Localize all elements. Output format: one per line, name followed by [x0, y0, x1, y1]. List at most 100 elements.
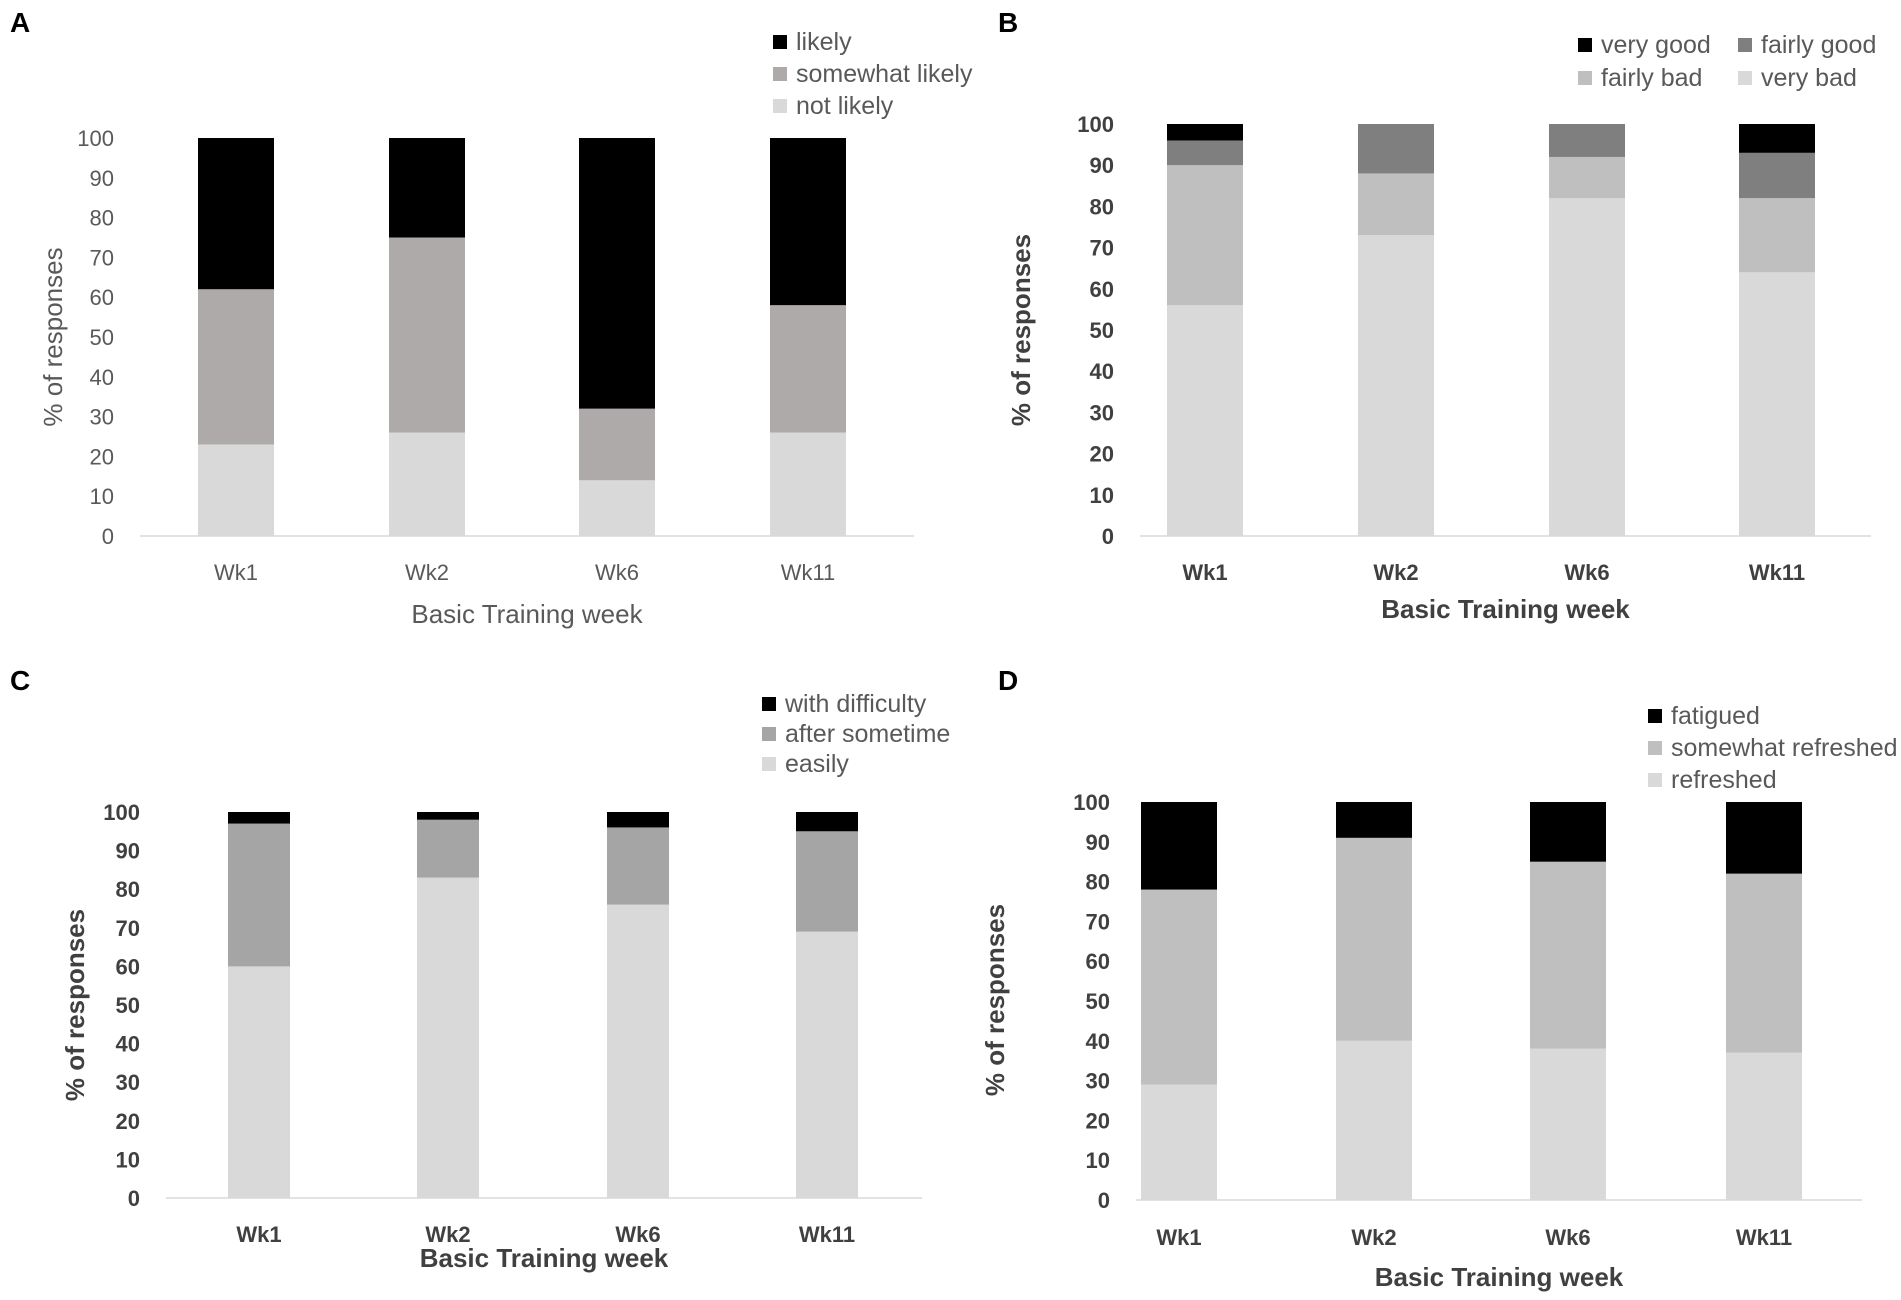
y-tick-label: 90: [116, 839, 140, 864]
x-tick-label: Wk2: [1373, 560, 1418, 585]
legend-swatch-fairly-bad: [1578, 71, 1592, 85]
bar-wk11-with-difficulty: [796, 812, 858, 832]
y-tick-label: 60: [1086, 949, 1110, 974]
legend-swatch-not-likely: [773, 99, 787, 113]
legend-swatch-very-bad: [1738, 71, 1752, 85]
y-tick-label: 90: [90, 166, 114, 191]
x-tick-label: Wk6: [1545, 1225, 1590, 1250]
legend-label: with difficulty: [784, 690, 927, 718]
y-tick-label: 90: [1086, 830, 1110, 855]
bar-wk2-very-bad: [1358, 235, 1434, 537]
legend-label: fatigued: [1671, 702, 1760, 730]
y-tick-label: 20: [1086, 1108, 1110, 1133]
panel-b: B 0 10 20 30 40 50 60 70 80 90 100 Wk1 Wk2 Wk6 Wk11 Basi…: [998, 7, 1876, 624]
panel-letter: C: [10, 665, 30, 696]
x-tick-label: Wk2: [1351, 1225, 1396, 1250]
bar-wk2-after-sometime: [417, 819, 479, 878]
y-tick-label: 100: [1073, 790, 1110, 815]
bar-wk2-fairly-bad: [1358, 173, 1434, 236]
bar-wk1-fatigued: [1141, 802, 1217, 890]
bar-wk11-refreshed: [1726, 1052, 1802, 1200]
y-tick-label: 80: [1090, 194, 1114, 219]
y-tick-label: 10: [1086, 1148, 1110, 1173]
panel-c: C 0 10 20 30 40 50 60 70 80 90 100 Wk1 Wk2 Wk6 Wk11 Basi…: [10, 665, 950, 1273]
bar-wk2-likely: [389, 138, 465, 238]
legend-label: refreshed: [1671, 766, 1777, 794]
legend-label: after sometime: [785, 720, 950, 748]
legend-label: fairly bad: [1601, 64, 1702, 92]
bar-wk11-fairly-good: [1739, 152, 1815, 199]
y-tick-label: 100: [1077, 112, 1114, 137]
bar-wk1-easily: [228, 966, 290, 1198]
y-axis-title: % of responses: [60, 909, 90, 1101]
legend-swatch-fatigued: [1648, 709, 1662, 723]
bar-wk6-with-difficulty: [607, 812, 669, 828]
bar-wk2-with-difficulty: [417, 812, 479, 820]
y-tick-label: 70: [90, 245, 114, 270]
bar-wk11-after-sometime: [796, 831, 858, 932]
bar-wk6-likely: [579, 138, 655, 409]
x-tick-label: Wk11: [781, 560, 836, 585]
y-tick-label: 100: [77, 126, 114, 151]
y-tick-label: 70: [1086, 909, 1110, 934]
bar-wk11-fairly-bad: [1739, 198, 1815, 273]
bar-wk1-refreshed: [1141, 1084, 1217, 1200]
y-tick-label: 80: [90, 206, 114, 231]
y-tick-label: 20: [116, 1109, 140, 1134]
legend-swatch-likely: [773, 35, 787, 49]
y-tick-label: 20: [1090, 442, 1114, 467]
bar-wk2-fairly-good: [1358, 124, 1434, 174]
legend-swatch-after-sometime: [762, 727, 776, 741]
x-tick-label: Wk11: [1736, 1225, 1792, 1250]
legend-label: not likely: [796, 92, 894, 120]
legend-label: somewhat refreshed: [1671, 734, 1898, 762]
bar-wk1-somewhat-likely: [198, 289, 274, 445]
bar-wk2-easily: [417, 877, 479, 1198]
x-tick-label: Wk1: [1156, 1225, 1201, 1250]
x-tick-label: Wk6: [1564, 560, 1609, 585]
panel-d: D 0 10 20 30 40 50 60 70 80 90 100 Wk1 Wk2 Wk6 Wk11 Basi…: [980, 665, 1898, 1292]
x-axis-title: Basic Training week: [1381, 594, 1630, 624]
y-axis-title: % of responses: [980, 904, 1010, 1096]
bar-wk1-with-difficulty: [228, 812, 290, 824]
y-axis-title: % of responses: [1006, 234, 1036, 426]
bar-wk11-not-likely: [770, 432, 846, 536]
y-tick-label: 10: [116, 1147, 140, 1172]
bar-wk1-somewhat-refreshed: [1141, 889, 1217, 1085]
bar-wk2-somewhat-refreshed: [1336, 837, 1412, 1041]
y-tick-label: 80: [1086, 870, 1110, 895]
x-axis-title: Basic Training week: [411, 599, 643, 629]
legend-label: easily: [785, 750, 849, 778]
y-axis-title: % of responses: [38, 247, 68, 426]
bar-wk11-fatigued: [1726, 802, 1802, 874]
x-tick-label: Wk1: [1182, 560, 1227, 585]
y-tick-label: 50: [1086, 989, 1110, 1014]
legend-label: fairly good: [1761, 31, 1876, 59]
bar-wk1-likely: [198, 138, 274, 290]
y-tick-label: 20: [90, 444, 114, 469]
y-tick-label: 40: [1090, 359, 1114, 384]
panel-letter: D: [998, 665, 1018, 696]
bar-wk2-somewhat-likely: [389, 237, 465, 433]
legend-label: very good: [1601, 31, 1711, 59]
bar-wk2-fatigued: [1336, 802, 1412, 838]
panel-letter: B: [998, 7, 1018, 38]
bar-wk2-refreshed: [1336, 1040, 1412, 1200]
bar-wk11-very-good: [1739, 124, 1815, 153]
bar-wk6-not-likely: [579, 480, 655, 536]
y-tick-label: 0: [1098, 1188, 1110, 1213]
y-tick-label: 40: [116, 1032, 140, 1057]
y-tick-label: 70: [1090, 236, 1114, 261]
legend-swatch-fairly-good: [1738, 38, 1752, 52]
bar-wk1-very-bad: [1167, 305, 1243, 536]
y-tick-label: 0: [128, 1186, 140, 1211]
bar-wk1-very-good: [1167, 124, 1243, 141]
legend-swatch-very-good: [1578, 38, 1592, 52]
y-tick-label: 0: [1102, 524, 1114, 549]
y-tick-label: 40: [1086, 1029, 1110, 1054]
bar-wk6-fairly-bad: [1549, 156, 1625, 199]
bar-wk6-fairly-good: [1549, 124, 1625, 157]
y-tick-label: 30: [1086, 1069, 1110, 1094]
x-tick-label: Wk2: [405, 560, 449, 585]
